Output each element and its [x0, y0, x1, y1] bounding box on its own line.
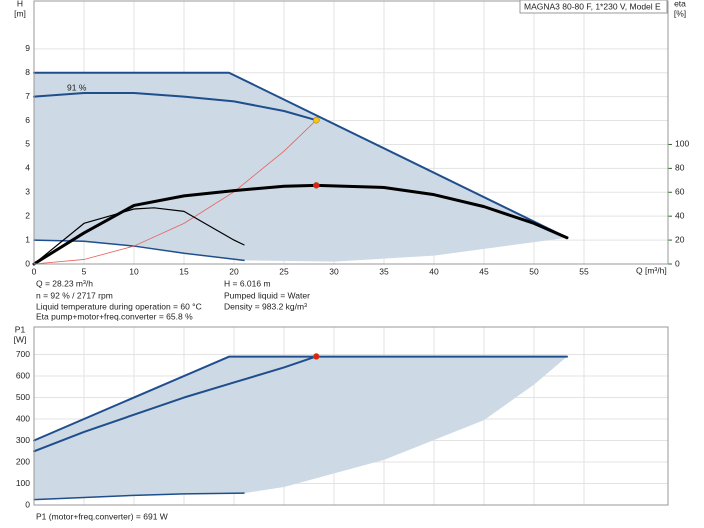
- y-tick-label: 500: [16, 392, 30, 402]
- y-tick-label: 700: [16, 349, 30, 359]
- curve: [33, 119, 317, 265]
- y2-label: eta: [674, 0, 686, 8]
- x-tick-label: 5: [82, 266, 87, 276]
- y-tick-label: 0: [25, 499, 30, 509]
- y-tick-label: 6: [25, 115, 30, 125]
- curve: [33, 207, 245, 265]
- curve: [33, 71, 568, 239]
- note: Eta pump+motor+freq.converter = 65.8 %: [36, 311, 193, 321]
- operating-area: [34, 356, 567, 500]
- y-label: [m]: [14, 8, 26, 18]
- note: Liquid temperature during operation = 60…: [36, 301, 202, 311]
- x-tick-label: 25: [279, 266, 289, 276]
- y-label: H: [17, 0, 23, 8]
- curve: [32, 183, 569, 266]
- model-label: MAGNA3 80-80 F, 1*230 V, Model E: [524, 1, 661, 11]
- y-tick-label: 400: [16, 413, 30, 423]
- y-tick-label: 5: [25, 139, 30, 149]
- curve: [33, 92, 318, 122]
- y-tick-label: 4: [25, 163, 30, 173]
- y-tick-label: 600: [16, 370, 30, 380]
- y-tick-label: 9: [25, 43, 30, 53]
- y-tick-label: 1: [25, 234, 30, 244]
- y-tick-label: 0: [25, 258, 30, 268]
- y-tick-label: 3: [25, 187, 30, 197]
- y-tick-label: 8: [25, 67, 30, 77]
- model-box: [519, 0, 668, 14]
- y2-tick-label: 100: [675, 139, 689, 149]
- curve: [33, 492, 245, 501]
- x-tick-label: 35: [379, 266, 389, 276]
- x-label: Q [m³/h]: [636, 265, 667, 275]
- note: H = 6.016 m: [224, 278, 271, 288]
- note: n = 92 % / 2717 rpm: [36, 290, 113, 300]
- y-label: [W]: [14, 334, 27, 344]
- duty-point: [313, 353, 320, 360]
- note: P1 (motor+freq.converter) = 691 W: [36, 511, 168, 521]
- y2-tick-label: 20: [675, 234, 685, 244]
- y2-label: [%]: [674, 8, 686, 18]
- y2-tick-label: 40: [675, 210, 685, 220]
- y-tick-label: 7: [25, 91, 30, 101]
- annotation: 91 %: [67, 82, 87, 92]
- x-tick-label: 40: [429, 266, 439, 276]
- x-tick-label: 0: [32, 266, 37, 276]
- x-tick-label: 30: [329, 266, 339, 276]
- x-tick-label: 15: [179, 266, 189, 276]
- x-tick-label: 20: [229, 266, 239, 276]
- curve: [33, 355, 318, 453]
- x-tick-label: 55: [579, 266, 589, 276]
- note: Q = 28.23 m³/h: [36, 278, 93, 288]
- x-tick-label: 50: [529, 266, 539, 276]
- x-tick-label: 10: [129, 266, 139, 276]
- plot-layer: 0 5 10 15 20 25 30 35 40 45 50 55012345678902040608…: [16, 0, 689, 509]
- x-tick-label: 45: [479, 266, 489, 276]
- operating-area: [34, 72, 567, 262]
- y-tick-label: 200: [16, 456, 30, 466]
- y-tick-label: 300: [16, 435, 30, 445]
- curve: [33, 355, 568, 442]
- note: Density = 983.2 kg/m³: [224, 301, 307, 311]
- y2-tick-label: 60: [675, 187, 685, 197]
- duty-point: [313, 182, 320, 189]
- plot-border: [33, 0, 669, 265]
- y-tick-label: 2: [25, 210, 30, 220]
- y2-tick-label: 0: [675, 258, 680, 268]
- plot-border: [33, 326, 669, 506]
- y2-tick-label: 80: [675, 163, 685, 173]
- note: Pumped liquid = Water: [224, 290, 310, 300]
- duty-point: [313, 116, 320, 124]
- y-label: P1: [15, 324, 26, 334]
- y-tick-label: 100: [16, 478, 30, 488]
